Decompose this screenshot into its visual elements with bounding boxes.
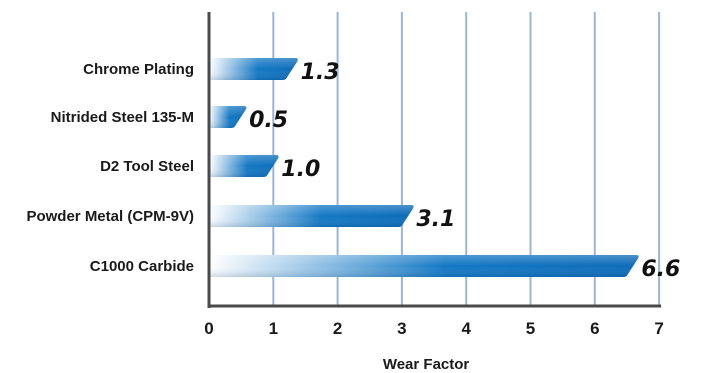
bar-shade xyxy=(209,205,414,227)
bar-1 xyxy=(209,106,247,128)
gridlines xyxy=(272,12,661,306)
bar-shade xyxy=(209,106,247,128)
bar-shade xyxy=(209,155,279,177)
bar-3 xyxy=(209,205,414,227)
x-tick-label-1: 1 xyxy=(269,319,278,338)
bar-shade xyxy=(209,58,298,80)
bars xyxy=(209,58,639,277)
category-labels: Chrome Plating Nitrided Steel 135-M D2 Too… xyxy=(26,61,194,275)
x-axis-title: Wear Factor xyxy=(383,356,470,373)
x-tick-label-0: 0 xyxy=(204,319,213,338)
bar-0 xyxy=(209,58,298,80)
value-label-3: 3.1 xyxy=(416,207,455,232)
bar-4 xyxy=(209,255,639,277)
category-label-0: Chrome Plating xyxy=(83,61,194,78)
bar-2 xyxy=(209,155,279,177)
value-label-4: 6.6 xyxy=(641,257,680,282)
category-label-1: Nitrided Steel 135-M xyxy=(51,109,194,126)
x-tick-label-5: 5 xyxy=(526,319,535,338)
category-label-3: Powder Metal (CPM-9V) xyxy=(26,208,194,225)
x-tick-label-7: 7 xyxy=(654,319,663,338)
category-label-4: C1000 Carbide xyxy=(90,258,194,275)
bar-shade xyxy=(209,255,639,277)
value-label-1: 0.5 xyxy=(249,108,288,133)
x-tick-label-3: 3 xyxy=(397,319,406,338)
x-tick-labels: 0 1 2 3 4 5 6 7 xyxy=(204,319,664,338)
value-labels: 1.3 0.5 1.0 3.1 6.6 xyxy=(249,60,680,282)
value-label-2: 1.0 xyxy=(281,157,320,182)
axes xyxy=(207,12,662,308)
x-tick-label-6: 6 xyxy=(590,319,599,338)
value-label-0: 1.3 xyxy=(301,60,340,85)
category-label-2: D2 Tool Steel xyxy=(100,158,194,175)
x-tick-label-4: 4 xyxy=(461,319,471,338)
x-tick-label-2: 2 xyxy=(333,319,342,338)
